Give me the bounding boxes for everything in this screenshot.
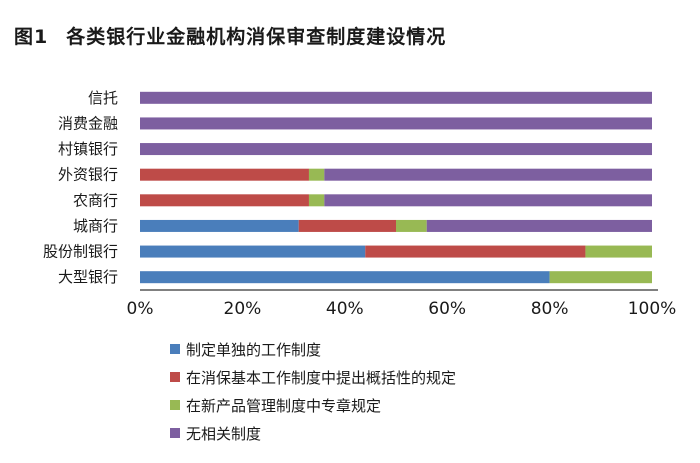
bar-segment [140, 219, 299, 232]
legend-label: 制定单独的工作制度 [186, 340, 322, 359]
legend-swatch [170, 400, 180, 410]
x-tick-labels: 0% 20% 40% 60% 80% 100% [127, 299, 677, 319]
x-tick-label: 20% [224, 299, 262, 319]
x-tick-label: 40% [326, 299, 364, 319]
legend-swatch [170, 344, 180, 354]
bar-segment [308, 168, 325, 181]
category-label: 大型银行 [58, 268, 118, 286]
figure-title: 图1 各类银行业金融机构消保审查制度建设情况 [14, 22, 446, 49]
figure-title-text: 各类银行业金融机构消保审查制度建设情况 [66, 26, 447, 48]
bar-segment [308, 194, 325, 207]
legend-label: 无相关制度 [186, 424, 262, 443]
legend-item: 无相关制度 [170, 421, 456, 445]
legend-item: 制定单独的工作制度 [170, 337, 456, 361]
x-tick-label: 100% [628, 299, 677, 319]
bar-segment [140, 117, 652, 130]
x-tick-label: 0% [127, 299, 154, 319]
bar-segment [140, 91, 652, 104]
category-label: 消费金融 [58, 114, 118, 132]
category-label: 村镇银行 [58, 140, 118, 158]
bar-segment [140, 143, 652, 156]
bar-segment [426, 219, 652, 232]
legend-item: 在新产品管理制度中专章规定 [170, 393, 456, 417]
category-label: 信托 [88, 89, 118, 107]
category-label: 股份制银行 [43, 243, 118, 261]
category-label: 城商行 [73, 217, 118, 235]
bar-segment [140, 194, 309, 207]
legend-label: 在新产品管理制度中专章规定 [186, 396, 382, 415]
bar-segment [549, 271, 652, 284]
category-label: 外资银行 [58, 166, 118, 184]
bar-segment [585, 245, 652, 258]
legend: 制定单独的工作制度 在消保基本工作制度中提出概括性的规定 在新产品管理制度中专章… [170, 337, 456, 449]
legend-label: 在消保基本工作制度中提出概括性的规定 [186, 368, 457, 387]
bar-segment [140, 271, 550, 284]
bar-segment [324, 168, 652, 181]
legend-swatch [170, 428, 180, 438]
category-label: 农商行 [73, 191, 118, 209]
bars-group [140, 91, 652, 284]
bar-segment [365, 245, 586, 258]
legend-item: 在消保基本工作制度中提出概括性的规定 [170, 365, 456, 389]
bar-segment [140, 245, 366, 258]
legend-swatch [170, 372, 180, 382]
x-tick-label: 80% [531, 299, 569, 319]
x-tick-label: 60% [428, 299, 466, 319]
bar-segment [140, 168, 309, 181]
bar-segment [298, 219, 396, 232]
bar-segment [324, 194, 652, 207]
bar-segment [396, 219, 427, 232]
figure-number: 图1 [14, 26, 49, 48]
